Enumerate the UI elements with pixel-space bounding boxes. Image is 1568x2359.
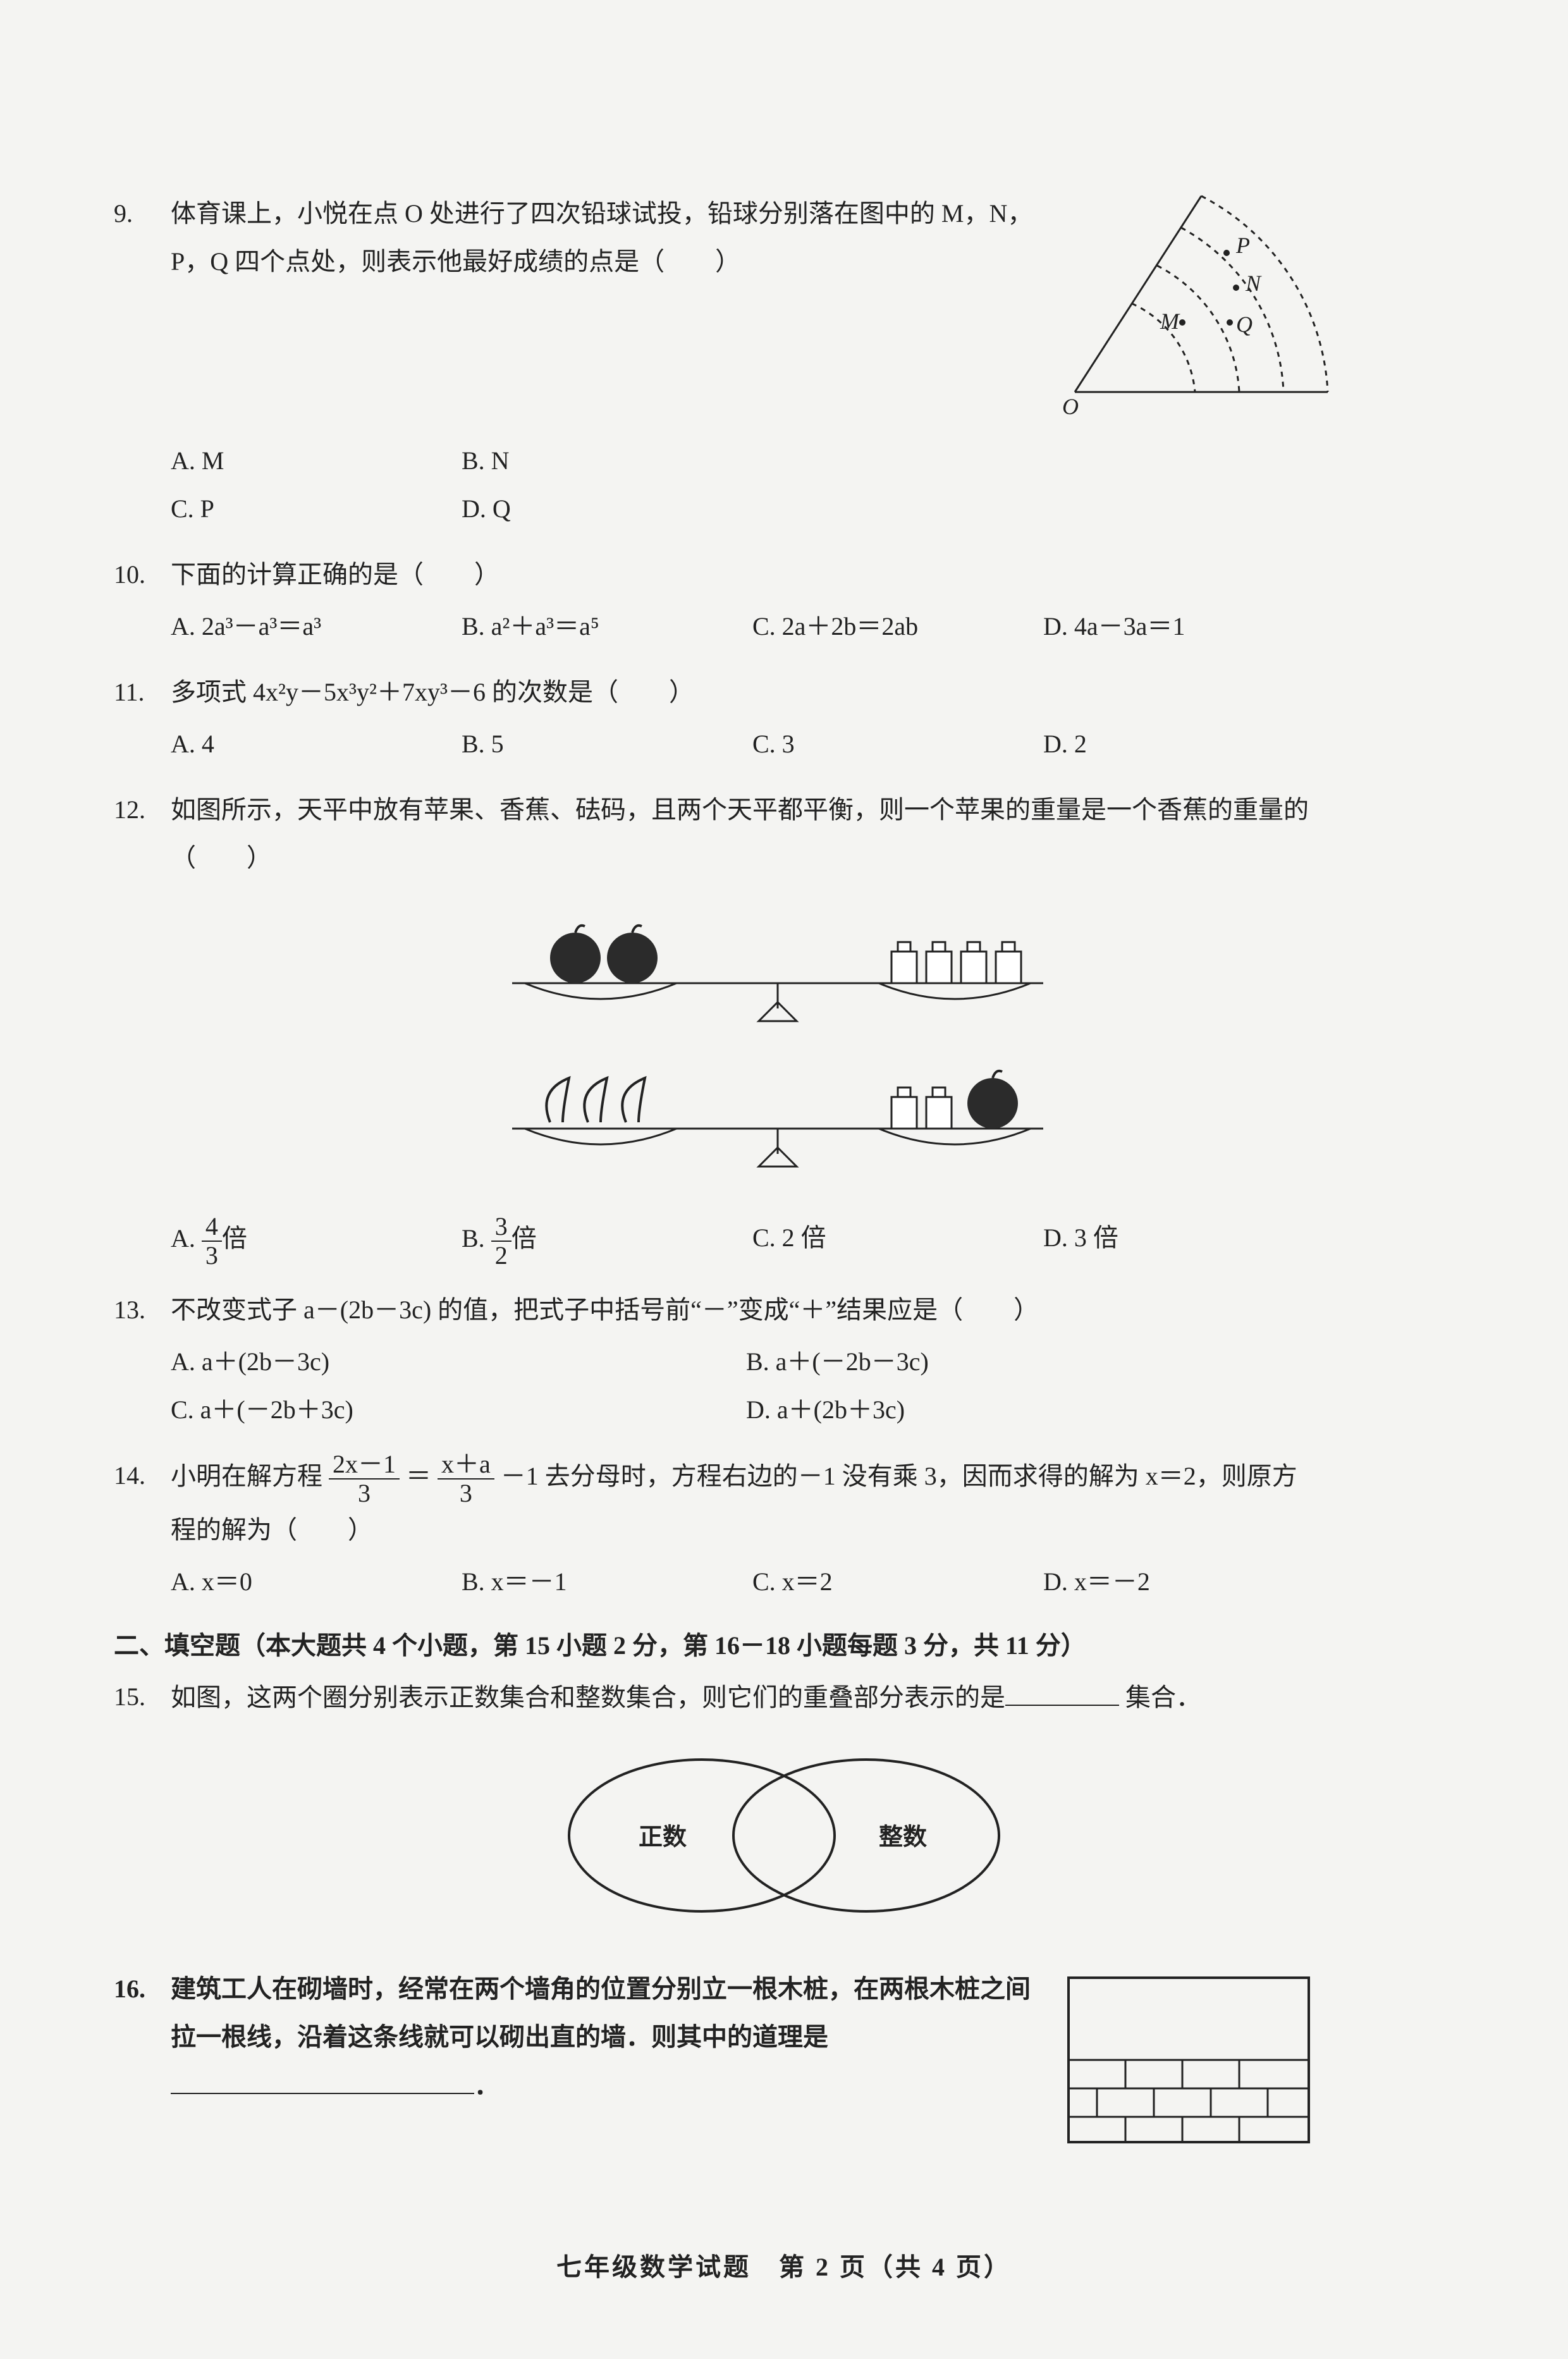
q9-label-q: Q: [1236, 312, 1253, 337]
q12-opt-a: A. 43倍: [171, 1214, 455, 1268]
q10-opt-c: C. 2a＋2b＝2ab: [752, 603, 1037, 651]
q13-options: A. a＋(2b－3c) B. a＋(－2b－3c) C. a＋(－2b＋3c)…: [114, 1338, 1454, 1434]
q12-text: 如图所示，天平中放有苹果、香蕉、砝码，且两个天平都平衡，则一个苹果的重量是一个香…: [171, 786, 1321, 882]
q15-right-label: 整数: [879, 1824, 927, 1851]
q14-opt-b: B. x＝－1: [462, 1558, 746, 1606]
q13-opt-b: B. a＋(－2b－3c): [746, 1338, 1315, 1386]
q10-text: 下面的计算正确的是（ ）: [171, 551, 1321, 599]
q12-options: A. 43倍 B. 32倍 C. 2 倍 D. 3 倍: [114, 1214, 1454, 1268]
q9-label-o: O: [1062, 394, 1079, 417]
q11-opt-c: C. 3: [752, 720, 1037, 768]
q9-label-n: N: [1245, 271, 1262, 296]
q15-text: 如图，这两个圈分别表示正数集合和整数集合，则它们的重叠部分表示的是 集合．: [171, 1673, 1321, 1722]
q14-opt-a: A. x＝0: [171, 1558, 455, 1606]
question-16: 16. 建筑工人在砌墙时，经常在两个墙角的位置分别立一根木桩，在两根木桩之间拉一…: [114, 1965, 1454, 2171]
q13-number: 13.: [114, 1286, 164, 1334]
q11-opt-b: B. 5: [462, 720, 746, 768]
q9-text: 体育课上，小悦在点 O 处进行了四次铅球试投，铅球分别落在图中的 M，N，P，Q…: [171, 190, 1043, 286]
question-9: 9. 体育课上，小悦在点 O 处进行了四次铅球试投，铅球分别落在图中的 M，N，…: [114, 190, 1454, 533]
q11-text: 多项式 4x²y－5x³y²＋7xy³－6 的次数是（ ）: [171, 668, 1321, 716]
q15-figure: 正数 整数: [114, 1741, 1454, 1946]
q12-opt-d: D. 3 倍: [1043, 1214, 1328, 1262]
q15-blank: [1005, 1673, 1119, 1706]
q12-figure: [114, 901, 1454, 1195]
q11-options: A. 4 B. 5 C. 3 D. 2: [114, 720, 1454, 768]
q16-text: 建筑工人在砌墙时，经常在两个墙角的位置分别立一根木桩，在两根木桩之间拉一根线，沿…: [171, 1965, 1043, 2110]
q14-number: 14.: [114, 1452, 164, 1500]
q9-options: A. M B. N C. P D. Q: [114, 437, 1454, 533]
q15-left-label: 正数: [639, 1824, 687, 1851]
question-11: 11. 多项式 4x²y－5x³y²＋7xy³－6 的次数是（ ） A. 4 B…: [114, 668, 1454, 768]
q13-text: 不改变式子 a－(2b－3c) 的值，把式子中括号前“－”变成“＋”结果应是（ …: [171, 1286, 1321, 1334]
q9-opt-d: D. Q: [462, 485, 746, 533]
q9-figure: P N M Q O: [1056, 190, 1347, 433]
q16-number: 16.: [114, 1965, 164, 2013]
question-13: 13. 不改变式子 a－(2b－3c) 的值，把式子中括号前“－”变成“＋”结果…: [114, 1286, 1454, 1434]
q9-opt-a: A. M: [171, 437, 455, 485]
q15-number: 15.: [114, 1673, 164, 1721]
q11-number: 11.: [114, 668, 164, 716]
q10-opt-d: D. 4a－3a＝1: [1043, 603, 1328, 651]
q11-opt-a: A. 4: [171, 720, 455, 768]
q13-opt-a: A. a＋(2b－3c): [171, 1338, 740, 1386]
q16-figure: [1056, 1965, 1321, 2171]
q10-opt-a: A. 2a³－a³＝a³: [171, 603, 455, 651]
question-12: 12. 如图所示，天平中放有苹果、香蕉、砝码，且两个天平都平衡，则一个苹果的重量…: [114, 786, 1454, 1268]
page-footer: 七年级数学试题 第 2 页（共 4 页）: [114, 2246, 1454, 2283]
q16-blank: [171, 2061, 474, 2094]
section-2-title: 二、填空题（本大题共 4 个小题，第 15 小题 2 分，第 16－18 小题每…: [114, 1625, 1454, 1662]
question-10: 10. 下面的计算正确的是（ ） A. 2a³－a³＝a³ B. a²＋a³＝a…: [114, 551, 1454, 651]
q10-number: 10.: [114, 551, 164, 599]
q14-opt-c: C. x＝2: [752, 1558, 1037, 1606]
q14-opt-d: D. x＝－2: [1043, 1558, 1328, 1606]
q14-options: A. x＝0 B. x＝－1 C. x＝2 D. x＝－2: [114, 1558, 1454, 1606]
q9-number: 9.: [114, 190, 164, 238]
question-14: 14. 小明在解方程 2x－13 ＝ x＋a3 －1 去分母时，方程右边的－1 …: [114, 1452, 1454, 1606]
q12-opt-b: B. 32倍: [462, 1214, 746, 1268]
q9-opt-b: B. N: [462, 437, 746, 485]
q9-label-p: P: [1235, 233, 1250, 258]
q12-opt-c: C. 2 倍: [752, 1214, 1037, 1262]
question-15: 15. 如图，这两个圈分别表示正数集合和整数集合，则它们的重叠部分表示的是 集合…: [114, 1673, 1454, 1946]
q13-opt-c: C. a＋(－2b＋3c): [171, 1386, 740, 1434]
q12-number: 12.: [114, 786, 164, 834]
q11-opt-d: D. 2: [1043, 720, 1328, 768]
q9-opt-c: C. P: [171, 485, 455, 533]
q9-label-m: M: [1160, 309, 1180, 334]
q10-options: A. 2a³－a³＝a³ B. a²＋a³＝a⁵ C. 2a＋2b＝2ab D.…: [114, 603, 1454, 651]
page-container: 9. 体育课上，小悦在点 O 处进行了四次铅球试投，铅球分别落在图中的 M，N，…: [0, 0, 1568, 2359]
q10-opt-b: B. a²＋a³＝a⁵: [462, 603, 746, 651]
q14-text: 小明在解方程 2x－13 ＝ x＋a3 －1 去分母时，方程右边的－1 没有乘 …: [171, 1452, 1321, 1554]
q13-opt-d: D. a＋(2b＋3c): [746, 1386, 1315, 1434]
